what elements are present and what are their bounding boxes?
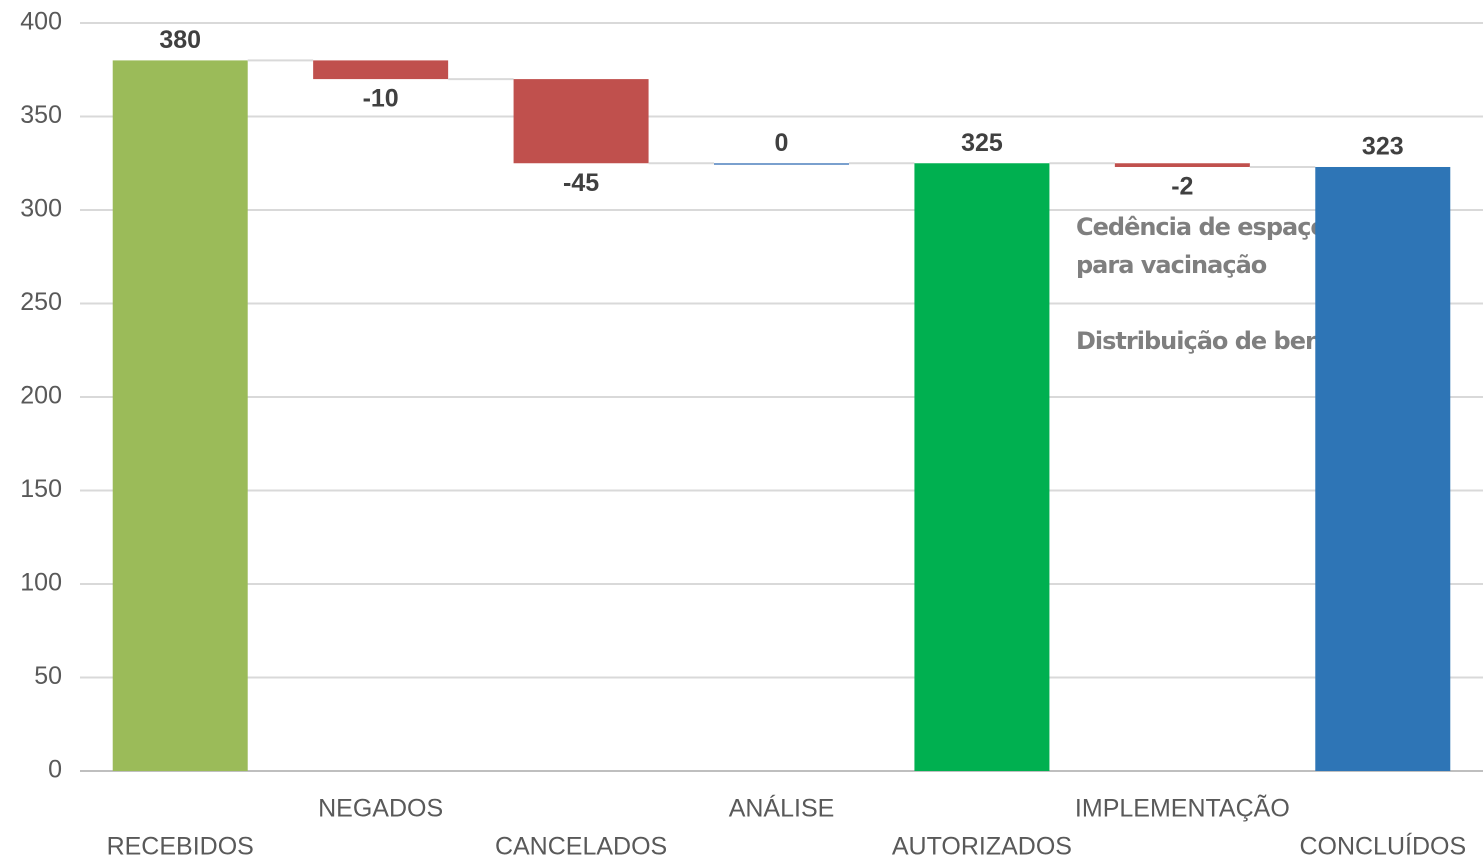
x-tick-label: CONCLUÍDOS bbox=[1299, 832, 1466, 861]
bar bbox=[112, 60, 248, 771]
y-tick-label: 300 bbox=[20, 195, 62, 223]
value-label: 0 bbox=[775, 129, 789, 157]
x-tick-label: CANCELADOS bbox=[495, 833, 667, 861]
annotation: Distribuição de bens bbox=[1076, 327, 1335, 355]
x-tick-label: ANÁLISE bbox=[729, 794, 835, 823]
y-tick-label: 150 bbox=[20, 475, 62, 503]
x-tick-label: RECEBIDOS bbox=[107, 833, 254, 861]
value-label: 325 bbox=[961, 129, 1003, 157]
value-label: -10 bbox=[363, 85, 399, 113]
bar bbox=[714, 163, 849, 165]
annotation: para vacinação bbox=[1076, 251, 1267, 279]
value-label: -2 bbox=[1171, 173, 1193, 201]
x-tick-label: IMPLEMENTAÇÃO bbox=[1075, 794, 1290, 823]
y-tick-label: 0 bbox=[48, 756, 62, 784]
annotation: Cedência de espaço bbox=[1076, 213, 1326, 241]
y-tick-label: 400 bbox=[20, 8, 62, 36]
value-label: -45 bbox=[563, 169, 599, 197]
y-tick-label: 200 bbox=[20, 382, 62, 410]
value-label: 380 bbox=[159, 26, 201, 54]
bar bbox=[1114, 163, 1250, 167]
bar bbox=[914, 163, 1050, 771]
y-tick-label: 50 bbox=[34, 662, 62, 690]
y-tick-label: 100 bbox=[20, 569, 62, 597]
bar bbox=[313, 60, 449, 80]
bar bbox=[513, 79, 649, 164]
bar bbox=[1315, 166, 1451, 772]
value-label: 323 bbox=[1362, 133, 1404, 161]
y-tick-label: 350 bbox=[20, 101, 62, 129]
y-tick-label: 250 bbox=[20, 288, 62, 316]
x-tick-label: AUTORIZADOS bbox=[892, 833, 1072, 861]
x-tick-label: NEGADOS bbox=[318, 795, 443, 823]
